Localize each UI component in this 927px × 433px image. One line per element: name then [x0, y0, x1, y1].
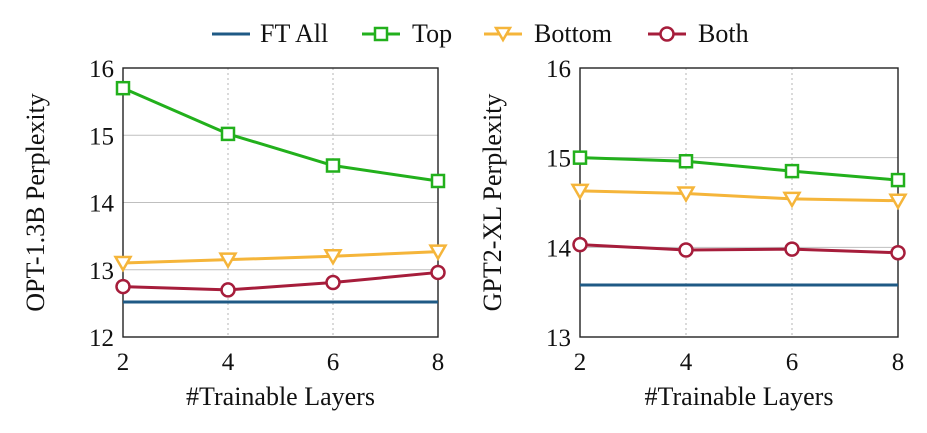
legend-line-icon: [212, 32, 250, 36]
x-tick-label: 2: [117, 349, 130, 376]
y-tick-label: 12: [89, 325, 114, 352]
data-point-top: [678, 154, 694, 169]
data-point-both: [678, 242, 694, 258]
y-tick-label: 13: [546, 325, 571, 352]
x-tick-label: 6: [327, 349, 340, 376]
x-tick-label: 4: [222, 349, 235, 376]
data-point-bottom: [782, 191, 802, 209]
data-point-both: [572, 236, 588, 253]
data-point-bottom: [428, 244, 448, 262]
chart-panel-2: 13 14 15 16 2 4 6 8 #Trainable Layers GPT2-XL Per…: [478, 56, 908, 411]
data-point-bottom: [888, 193, 908, 211]
plot-frame: [122, 67, 439, 338]
series-line-bottom: [579, 189, 899, 203]
y-tick-label: 16: [89, 56, 114, 83]
y-tick-label: 15: [546, 146, 571, 173]
data-point-both: [115, 278, 131, 295]
legend-item-bottom: Bottom: [482, 14, 612, 54]
data-point-bottom: [570, 183, 590, 201]
y-tick-label: 14: [546, 235, 572, 262]
y-tick-label: 16: [546, 56, 571, 83]
legend-item-ft-all: FT All: [210, 14, 328, 54]
series-line-both: [122, 270, 439, 292]
series-line-bottom: [122, 250, 439, 265]
data-point-top: [115, 80, 131, 96]
data-point-both: [220, 282, 236, 298]
data-point-both: [784, 241, 800, 257]
data-point-top: [784, 163, 800, 179]
data-point-bottom: [676, 186, 696, 204]
x-tick-label: 8: [892, 349, 905, 376]
data-point-top: [430, 173, 446, 189]
x-axis-label: #Trainable Layers: [645, 382, 834, 411]
y-axis-label: OPT-1.3B Perplexity: [21, 93, 50, 312]
chart-panel-1: 12 13 14 15 16 2 4 6 8 #Trainable Layers OPT-1.3B …: [21, 56, 448, 411]
legend-item-top: Top: [360, 14, 452, 54]
legend-label-ft-all: FT All: [260, 19, 329, 48]
y-tick-label: 14: [89, 191, 115, 218]
legend: FT All Top Bottom Both: [0, 14, 927, 54]
data-point-bottom: [323, 249, 343, 266]
legend-label-top: Top: [412, 19, 453, 48]
x-tick-label: 6: [786, 349, 799, 376]
data-point-top: [572, 150, 588, 165]
legend-item-both: Both: [646, 14, 749, 54]
data-point-top: [220, 126, 236, 142]
x-tick-label: 8: [432, 349, 445, 376]
legend-triangle-icon: [484, 26, 522, 43]
data-point-both: [430, 264, 446, 281]
x-axis-label: #Trainable Layers: [186, 382, 375, 411]
data-point-bottom: [218, 252, 238, 270]
series-line-top: [579, 156, 899, 182]
plot-frame: [579, 67, 899, 338]
data-point-both: [890, 244, 906, 261]
legend-circle-icon: [648, 26, 686, 42]
y-tick-label: 13: [89, 258, 114, 285]
legend-label-both: Both: [698, 19, 749, 48]
y-axis-label: GPT2-XL Perplexity: [478, 94, 507, 312]
data-point-both: [325, 274, 341, 291]
series-line-top: [122, 86, 439, 183]
data-point-bottom: [113, 255, 133, 273]
y-tick-label: 15: [89, 123, 114, 150]
legend-label-bottom: Bottom: [534, 19, 613, 48]
x-tick-label: 4: [680, 349, 693, 376]
x-tick-label: 2: [574, 349, 587, 376]
legend-square-icon: [362, 26, 400, 42]
series-line-both: [579, 243, 899, 255]
data-point-top: [325, 158, 341, 173]
data-point-top: [890, 172, 906, 188]
